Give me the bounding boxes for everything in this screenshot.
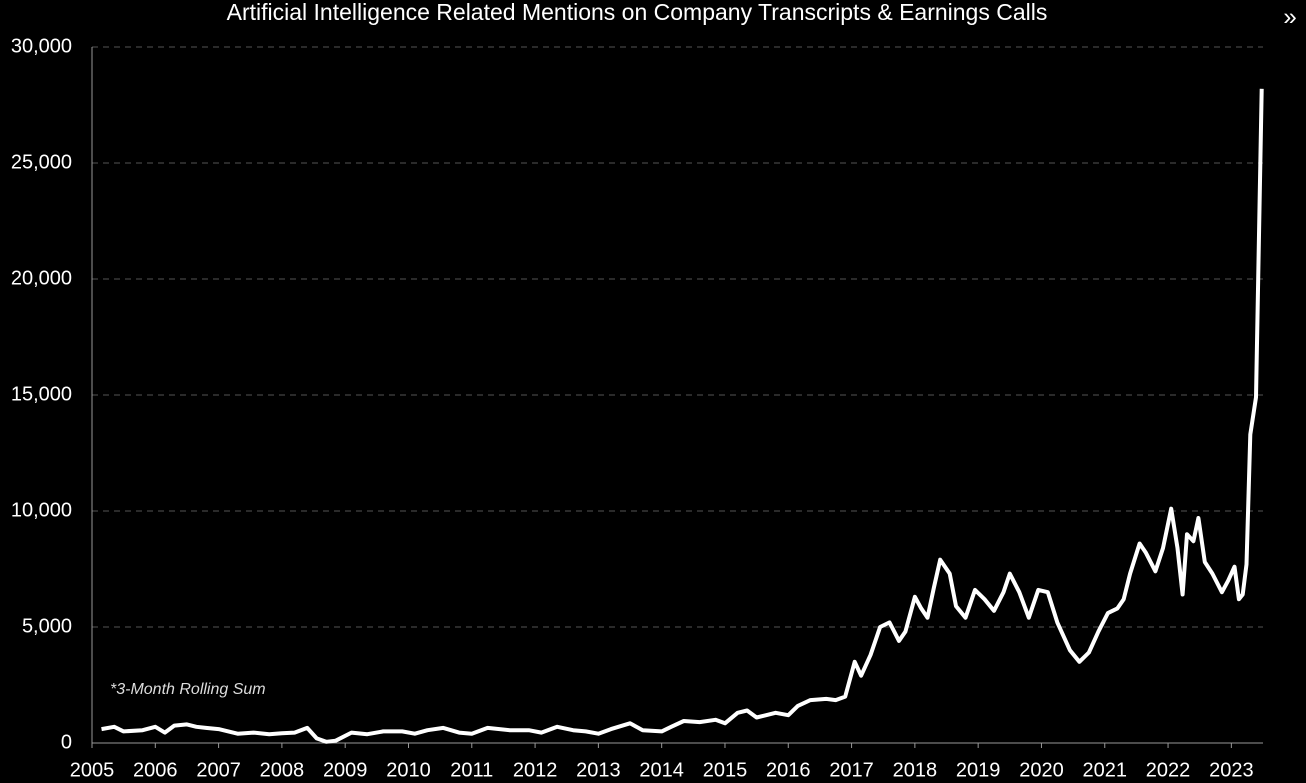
y-tick-label: 10,000 [11,499,72,521]
x-tick-label: 2017 [829,759,874,781]
x-tick-label: 2006 [133,759,178,781]
x-tick-label: 2015 [703,759,748,781]
x-tick-label: 2021 [1083,759,1128,781]
x-tick-label: 2013 [576,759,621,781]
x-tick-label: 2009 [323,759,368,781]
x-tick-label: 2016 [766,759,811,781]
x-tick-label: 2005 [70,759,115,781]
x-tick-label: 2007 [196,759,241,781]
line-series [101,88,1264,744]
x-tick-label: 2008 [260,759,305,781]
x-tick-label: 2019 [956,759,1001,781]
expand-icon[interactable]: » [1283,3,1296,30]
x-tick-label: 2022 [1146,759,1191,781]
annotation: *3-Month Rolling Sum [110,681,266,698]
y-tick-label: 0 [61,731,72,753]
x-tick-label: 2012 [513,759,558,781]
x-tick-label: 2011 [450,759,493,781]
x-tick-label: 2010 [386,759,431,781]
x-tick-label: 2020 [1019,759,1064,781]
x-tick-label: 2014 [639,759,684,781]
chart-title: Artificial Intelligence Related Mentions… [227,0,1048,25]
x-tick-label: 2023 [1209,759,1254,781]
y-tick-label: 5,000 [22,615,72,637]
y-tick-label: 20,000 [11,267,72,289]
y-tick-label: 15,000 [11,383,72,405]
y-tick-label: 25,000 [11,151,72,173]
y-tick-label: 30,000 [11,35,72,57]
x-tick-label: 2018 [893,759,938,781]
